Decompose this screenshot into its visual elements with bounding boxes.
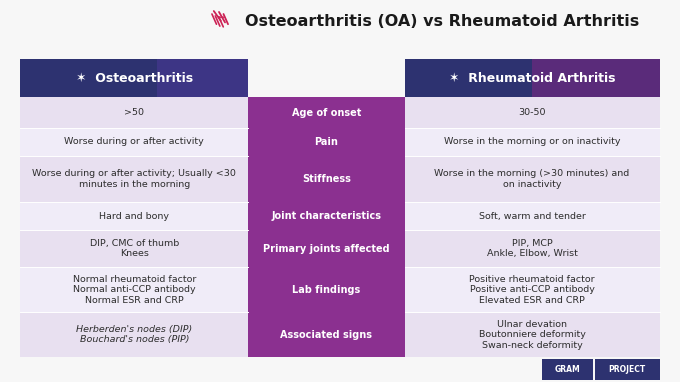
- Text: PIP, MCP
Ankle, Elbow, Wrist: PIP, MCP Ankle, Elbow, Wrist: [487, 239, 577, 259]
- Text: Pain: Pain: [314, 137, 339, 147]
- FancyBboxPatch shape: [20, 156, 248, 202]
- FancyBboxPatch shape: [248, 156, 405, 202]
- Text: Worse during or after activity; Usually <30
minutes in the morning: Worse during or after activity; Usually …: [33, 169, 236, 189]
- FancyBboxPatch shape: [405, 202, 660, 230]
- Text: GRAM: GRAM: [555, 365, 580, 374]
- FancyBboxPatch shape: [532, 59, 660, 97]
- FancyBboxPatch shape: [248, 230, 405, 267]
- Text: Joint characteristics: Joint characteristics: [271, 211, 381, 221]
- Text: Positive rheumatoid factor
Positive anti-CCP antibody
Elevated ESR and CRP: Positive rheumatoid factor Positive anti…: [469, 275, 595, 305]
- FancyBboxPatch shape: [157, 59, 248, 97]
- Text: Stiffness: Stiffness: [302, 174, 351, 184]
- Text: Age of onset: Age of onset: [292, 108, 361, 118]
- Text: Worse in the morning (>30 minutes) and
on inactivity: Worse in the morning (>30 minutes) and o…: [435, 169, 630, 189]
- FancyBboxPatch shape: [20, 59, 248, 97]
- Text: Herberden's nodes (DIP)
Bouchard's nodes (PIP): Herberden's nodes (DIP) Bouchard's nodes…: [76, 325, 192, 345]
- FancyBboxPatch shape: [20, 128, 248, 156]
- FancyBboxPatch shape: [248, 267, 405, 312]
- Text: Worse during or after activity: Worse during or after activity: [65, 138, 204, 146]
- Text: PROJECT: PROJECT: [609, 365, 646, 374]
- FancyBboxPatch shape: [20, 202, 248, 230]
- Text: DIP, CMC of thumb
Knees: DIP, CMC of thumb Knees: [90, 239, 179, 259]
- Text: Worse in the morning or on inactivity: Worse in the morning or on inactivity: [444, 138, 620, 146]
- FancyBboxPatch shape: [20, 59, 157, 97]
- Text: Hard and bony: Hard and bony: [99, 212, 169, 221]
- Text: Normal rheumatoid factor
Normal anti-CCP antibody
Normal ESR and CRP: Normal rheumatoid factor Normal anti-CCP…: [73, 275, 196, 305]
- FancyBboxPatch shape: [20, 97, 248, 128]
- FancyBboxPatch shape: [248, 97, 405, 128]
- FancyBboxPatch shape: [542, 359, 593, 380]
- FancyBboxPatch shape: [405, 156, 660, 202]
- Text: Osteoarthritis (OA) vs Rheumatoid Arthritis: Osteoarthritis (OA) vs Rheumatoid Arthri…: [245, 13, 639, 29]
- FancyBboxPatch shape: [405, 230, 660, 267]
- Text: Primary joints affected: Primary joints affected: [263, 244, 390, 254]
- Text: >50: >50: [124, 108, 144, 117]
- FancyBboxPatch shape: [248, 59, 405, 97]
- FancyBboxPatch shape: [405, 97, 660, 128]
- FancyBboxPatch shape: [20, 312, 248, 357]
- FancyBboxPatch shape: [20, 267, 248, 312]
- Text: ✶  Osteoarthritis: ✶ Osteoarthritis: [75, 72, 193, 85]
- Text: Ulnar devation
Boutonniere deformity
Swan-neck deformity: Ulnar devation Boutonniere deformity Swa…: [479, 320, 585, 350]
- Text: 30-50: 30-50: [518, 108, 546, 117]
- Text: Lab findings: Lab findings: [292, 285, 360, 295]
- FancyBboxPatch shape: [20, 230, 248, 267]
- FancyBboxPatch shape: [405, 59, 532, 97]
- Text: Associated signs: Associated signs: [280, 330, 373, 340]
- FancyBboxPatch shape: [248, 202, 405, 230]
- FancyBboxPatch shape: [405, 128, 660, 156]
- FancyBboxPatch shape: [405, 267, 660, 312]
- FancyBboxPatch shape: [248, 128, 405, 156]
- Text: ✶  Rheumatoid Arthritis: ✶ Rheumatoid Arthritis: [449, 72, 615, 85]
- FancyBboxPatch shape: [248, 312, 405, 357]
- FancyBboxPatch shape: [595, 359, 660, 380]
- Text: Soft, warm and tender: Soft, warm and tender: [479, 212, 585, 221]
- FancyBboxPatch shape: [405, 312, 660, 357]
